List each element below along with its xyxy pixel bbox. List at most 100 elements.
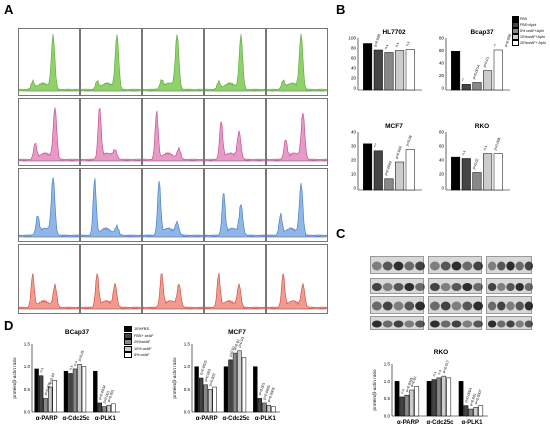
legend-label: FBS+Aphi <box>520 23 537 27</box>
significance-label: p=0.008 <box>504 34 512 48</box>
blot-band <box>440 261 451 271</box>
bar <box>237 350 242 413</box>
significance-label: p=0.001 <box>469 393 477 407</box>
y-axis-label: protein/β-actin ratio <box>12 357 18 398</box>
bar <box>106 404 111 413</box>
blot-band <box>506 320 515 328</box>
bar <box>493 49 503 91</box>
histogram-trace <box>19 177 79 238</box>
histogram-cell <box>266 98 328 166</box>
significance-label: p=0.003 <box>208 373 216 387</box>
blot-band <box>506 301 515 311</box>
ratio-chart: BCap37 1.5 1.0 0.5 0.0 protein/β-actin ratio α… <box>10 326 128 426</box>
significance-label: n.s <box>73 360 78 366</box>
y-tick-label: 1.5 <box>184 342 191 347</box>
bar <box>473 407 479 417</box>
y-tick-label: 0 <box>441 186 444 191</box>
legend-label: 5% ceAF <box>134 353 150 358</box>
blot-strip <box>428 296 484 314</box>
y-tick-label: 0 <box>441 86 444 91</box>
bar <box>373 150 383 191</box>
bar <box>414 386 420 417</box>
bar <box>241 357 247 413</box>
histogram-cell <box>18 98 80 166</box>
bar <box>363 143 373 191</box>
histogram-trace <box>81 178 141 238</box>
x-group-label: α-PARP <box>196 416 218 422</box>
legend-entry: 10%FBS <box>124 326 168 333</box>
blot-band <box>393 261 404 271</box>
bar <box>451 51 461 91</box>
bar-chart: MCF7 40 30 20 10 0 *** p=0.0009 p=0.006 p=0.08 <box>344 120 464 196</box>
legend-label: 20%ceAF <box>134 340 151 345</box>
bar <box>472 82 482 91</box>
panel-letter-b: B <box>336 2 346 17</box>
significance-label: p=0.005 <box>44 382 52 396</box>
bar <box>72 368 78 413</box>
histogram-cell <box>18 28 80 96</box>
significance-label: p=0.04 <box>48 373 56 385</box>
legend-entry: 10%ceAF+Aphi <box>512 34 550 40</box>
blot-strip <box>486 296 534 314</box>
y-tick-label: 1.0 <box>24 364 31 369</box>
significance-label: p=0.008 <box>493 137 501 151</box>
blot-band <box>462 301 473 311</box>
bar <box>405 49 415 91</box>
blot-band <box>429 261 440 271</box>
bar <box>493 153 503 191</box>
histogram-cell <box>266 244 328 314</box>
blot-band <box>473 283 484 291</box>
significance-label: p=0.0034 <box>98 385 107 401</box>
significance-label: p=0.08 <box>405 135 413 147</box>
blot-band <box>415 301 426 311</box>
bar <box>394 381 400 417</box>
y-tick-label: 0.0 <box>384 414 391 419</box>
legend-label: 20%ceAF+ Aphi <box>520 41 546 45</box>
legend-swatch <box>512 22 519 28</box>
bar <box>203 384 208 413</box>
legend-entry: 20%ceAF+ Aphi <box>512 40 550 46</box>
histogram-cell <box>80 244 142 314</box>
legend-swatch <box>124 326 132 333</box>
blot-band <box>404 320 415 328</box>
bar <box>77 364 82 413</box>
bar <box>253 366 258 413</box>
significance-label: p=0.0014 <box>472 64 481 80</box>
bar <box>207 389 213 413</box>
blot-band <box>382 320 393 328</box>
blot-strip <box>428 256 484 274</box>
bar <box>461 84 471 91</box>
blot-band <box>515 261 524 271</box>
histogram-cell <box>266 168 328 242</box>
bar <box>373 49 383 91</box>
blot-band <box>415 261 426 271</box>
bar <box>395 50 405 91</box>
bar-chart: RKO 80 60 40 20 0 n.s p=0.02 n.s p=0.008 <box>432 120 550 196</box>
bar <box>404 394 410 417</box>
legend-label: 10%FBS <box>134 327 149 332</box>
blot-band <box>404 283 415 291</box>
significance-label: p=0.01 <box>228 345 236 357</box>
bar <box>81 366 87 413</box>
bar <box>384 52 394 91</box>
histogram-cell <box>204 168 266 242</box>
bar <box>426 381 432 417</box>
legend: 10%FBS FBS+ ceAF 20%ceAF 10% ceAF 5% ceAF <box>124 326 168 359</box>
significance-label: p=0.0005 <box>262 385 271 401</box>
significance-label: p=0.05 <box>77 350 85 362</box>
histogram-trace <box>267 182 327 238</box>
histogram-trace <box>143 34 203 92</box>
blot-band <box>371 320 382 328</box>
histogram-trace <box>143 273 203 310</box>
significance-label: p=0.001 <box>107 389 115 403</box>
chart-title: Bcap37 <box>470 29 494 36</box>
bar <box>266 404 271 413</box>
bar <box>384 178 394 191</box>
y-tick-label: 20 <box>351 158 357 163</box>
blot-band <box>497 301 506 311</box>
blot-band <box>487 320 497 328</box>
blot-band <box>524 261 534 271</box>
blot-band <box>371 283 382 291</box>
blot-band <box>462 320 473 328</box>
bar <box>461 158 471 191</box>
